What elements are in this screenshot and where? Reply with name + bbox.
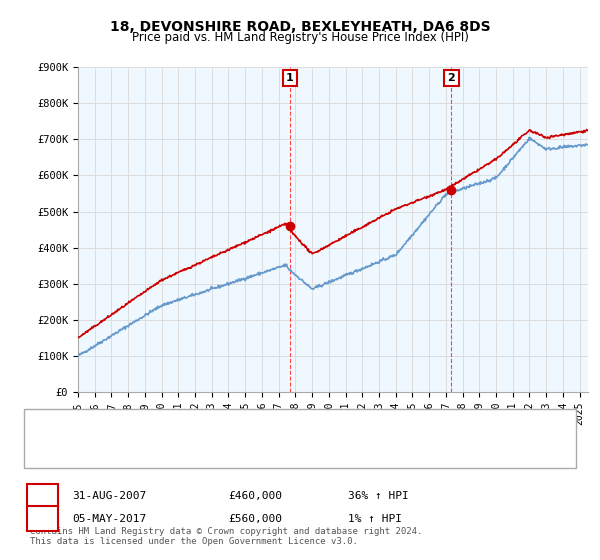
Text: 18, DEVONSHIRE ROAD, BEXLEYHEATH, DA6 8DS: 18, DEVONSHIRE ROAD, BEXLEYHEATH, DA6 8D… xyxy=(110,20,490,34)
Text: 18, DEVONSHIRE ROAD, BEXLEYHEATH, DA6 8DS (detached house): 18, DEVONSHIRE ROAD, BEXLEYHEATH, DA6 8D… xyxy=(90,423,452,433)
Text: HPI: Average price, detached house, Bexley: HPI: Average price, detached house, Bexl… xyxy=(90,445,353,455)
Text: 1% ↑ HPI: 1% ↑ HPI xyxy=(348,514,402,524)
Text: 1: 1 xyxy=(286,73,293,83)
Text: £560,000: £560,000 xyxy=(228,514,282,524)
Text: £460,000: £460,000 xyxy=(228,491,282,501)
Text: 05-MAY-2017: 05-MAY-2017 xyxy=(72,514,146,524)
Text: 1: 1 xyxy=(39,489,46,503)
Text: 2: 2 xyxy=(39,512,46,525)
Text: 2: 2 xyxy=(448,73,455,83)
Text: 36% ↑ HPI: 36% ↑ HPI xyxy=(348,491,409,501)
Text: ─────: ───── xyxy=(48,444,86,456)
Text: ─────: ───── xyxy=(48,421,86,434)
Text: 31-AUG-2007: 31-AUG-2007 xyxy=(72,491,146,501)
Text: Contains HM Land Registry data © Crown copyright and database right 2024.
This d: Contains HM Land Registry data © Crown c… xyxy=(30,526,422,546)
Text: Price paid vs. HM Land Registry's House Price Index (HPI): Price paid vs. HM Land Registry's House … xyxy=(131,31,469,44)
